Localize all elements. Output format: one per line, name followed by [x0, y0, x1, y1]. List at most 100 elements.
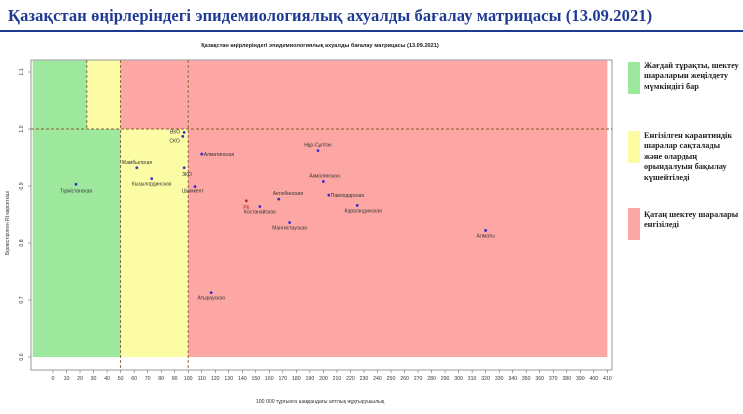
point-label: Түркістанская — [60, 188, 92, 194]
x-tick-label: 300 — [454, 376, 463, 382]
point-label: Павлодарская — [331, 193, 365, 199]
data-point — [258, 205, 262, 208]
point-label: Шымкент — [182, 189, 204, 195]
legend-swatch-red — [628, 208, 640, 240]
x-tick-label: 210 — [333, 376, 342, 382]
point-label: СКО — [169, 138, 179, 144]
x-tick-label: 190 — [306, 376, 315, 382]
data-point — [182, 166, 186, 170]
x-tick-label: 230 — [360, 376, 369, 382]
x-tick-label: 100 — [184, 376, 193, 382]
data-point — [327, 193, 331, 197]
epidemiological-matrix-chart: Қазақстан өңірлеріндегі эпидемиологиялық… — [5, 42, 613, 405]
point-label: Жамбылская — [122, 160, 153, 166]
data-point — [200, 152, 204, 156]
x-tick-label: 410 — [603, 376, 612, 382]
data-point — [277, 197, 281, 201]
title-divider — [0, 30, 743, 32]
data-point — [316, 149, 320, 153]
y-tick-label: 0.8 — [19, 239, 25, 246]
x-tick-label: 220 — [346, 376, 355, 382]
y-tick-label: 0.9 — [19, 182, 25, 189]
x-tick-label: 360 — [535, 376, 544, 382]
data-point — [135, 166, 139, 170]
x-tick-label: 390 — [576, 376, 585, 382]
plot-frame — [30, 59, 613, 371]
point-label: Карагандинская — [345, 208, 383, 214]
x-tick-label: 200 — [319, 376, 328, 382]
zone-red — [188, 60, 608, 357]
point-label: РК — [243, 205, 249, 211]
x-tick-label: 290 — [441, 376, 450, 382]
point-label: Актюбинская — [273, 191, 304, 197]
x-tick-label: 270 — [414, 376, 423, 382]
x-tick-label: 340 — [508, 376, 517, 382]
zone-red-upper — [120, 60, 189, 129]
x-axis-title: 100 000 тұрғынға шаққандағы аптлық жұқты… — [256, 399, 385, 405]
data-point — [181, 135, 185, 138]
data-point — [150, 177, 154, 180]
point-label: Костанайская — [244, 209, 276, 216]
x-tick-label: 180 — [292, 376, 301, 382]
x-tick-label: 310 — [468, 376, 477, 382]
point-label: Нұр-Сұлтан — [304, 143, 332, 149]
point-label: ЗКО — [182, 172, 192, 178]
y-tick-label: 1.0 — [19, 125, 25, 132]
y-tick-label: 0.7 — [19, 296, 25, 303]
x-tick-label: 250 — [387, 376, 396, 382]
x-tick-label: 350 — [522, 376, 531, 382]
y-tick-label: 0.6 — [19, 353, 25, 360]
x-tick-label: 130 — [224, 376, 233, 382]
x-tick-label: 150 — [251, 376, 260, 382]
x-tick-label: 0 — [52, 376, 55, 382]
x-tick-label: 370 — [549, 376, 558, 382]
data-point — [182, 131, 186, 134]
data-point — [74, 182, 78, 186]
point-label: ВКО — [170, 129, 180, 135]
legend-label-green: Жағдай тұрақты, шектеу шараларын жеңілде… — [644, 61, 739, 91]
x-tick-label: 160 — [265, 376, 274, 382]
zone-green-upper — [32, 60, 87, 129]
point-label: Акмолинская — [309, 173, 340, 179]
zones-layer — [32, 60, 608, 357]
x-tick-label: 320 — [481, 376, 490, 382]
x-tick-label: 400 — [589, 376, 598, 382]
legend-label-yellow: Енгізілген карантиндік шаралар сақталады… — [644, 131, 733, 182]
x-tick-label: 240 — [373, 376, 382, 382]
point-label: Мангистауская — [272, 225, 307, 231]
data-points: Түркістанская Жамбылская Кызылординская ВКО… — [60, 129, 495, 301]
point-label: Кызылординская — [132, 182, 172, 188]
x-tick-label: 60 — [131, 376, 137, 382]
x-tick-label: 110 — [198, 376, 206, 382]
page-title: Қазақстан өңірлеріндегі эпидемиологиялық… — [8, 6, 653, 25]
legend-label-red: Қатаң шектеу шаралары енгізіледі — [644, 210, 739, 230]
data-point — [288, 221, 291, 224]
point-label: Атырауская — [198, 296, 226, 302]
point-label: Алматинская — [204, 152, 235, 158]
zone-green — [32, 129, 121, 357]
data-point — [193, 185, 197, 188]
x-tick-label: 140 — [238, 376, 247, 382]
x-tick-label: 80 — [158, 376, 164, 382]
x-tick-label: 50 — [118, 376, 124, 382]
x-tick-label: 30 — [91, 376, 97, 382]
y-axis-title: Бірлестірілген Rt көрсеткіші — [5, 191, 11, 255]
legend-swatch-green — [628, 62, 640, 94]
data-point — [322, 180, 325, 183]
zone-yellow — [120, 129, 189, 357]
zone-yellow-upper — [86, 60, 121, 129]
point-label: Алматы — [477, 233, 496, 239]
x-tick-label: 90 — [172, 376, 178, 382]
x-tick-label: 10 — [64, 376, 70, 382]
chart-title: Қазақстан өңірлеріндегі эпидемиологиялық… — [201, 42, 439, 49]
data-point — [484, 229, 488, 232]
legend-swatch-yellow — [628, 131, 640, 163]
threshold-lines — [31, 60, 612, 370]
x-tick-label: 330 — [495, 376, 504, 382]
x-tick-label: 170 — [279, 376, 288, 382]
x-tick-label: 20 — [77, 376, 83, 382]
x-tick-label: 280 — [427, 376, 436, 382]
data-point — [355, 203, 359, 207]
data-point — [209, 291, 213, 294]
y-tick-label: 1.1 — [19, 68, 25, 75]
